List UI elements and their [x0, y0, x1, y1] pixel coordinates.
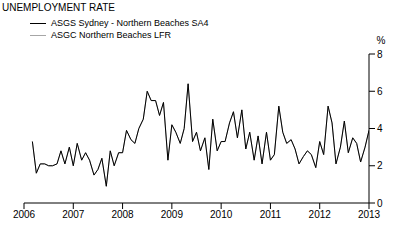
html-text:UNEMPLOYMENT RATE: UNEMPLOYMENT RATE — [2, 2, 115, 13]
svg-text:2013: 2013 — [358, 209, 381, 220]
svg-text:2006: 2006 — [13, 209, 36, 220]
svg-text:2008: 2008 — [111, 209, 134, 220]
svg-text:2011: 2011 — [260, 209, 282, 220]
html-text:ASGC Northern Beaches LFR: ASGC Northern Beaches LFR — [51, 30, 172, 40]
html-text:ASGS Sydney - Northern Beaches: ASGS Sydney - Northern Beaches SA4 — [51, 18, 209, 28]
svg-text:2010: 2010 — [210, 209, 233, 220]
svg-text:4: 4 — [377, 123, 383, 134]
svg-text:%: % — [377, 35, 386, 46]
svg-text:2007: 2007 — [62, 209, 85, 220]
svg-text:2: 2 — [377, 160, 383, 171]
svg-text:2012: 2012 — [309, 209, 332, 220]
svg-text:2009: 2009 — [161, 209, 184, 220]
svg-text:8: 8 — [377, 49, 383, 60]
svg-text:0: 0 — [377, 198, 383, 209]
svg-text:6: 6 — [377, 86, 383, 97]
